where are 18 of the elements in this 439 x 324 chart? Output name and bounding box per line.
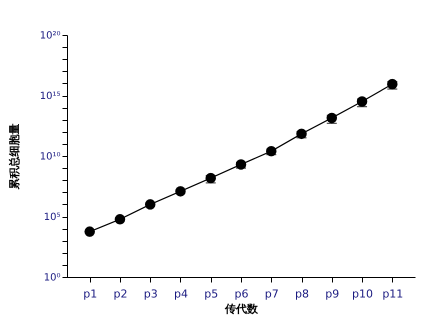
y-axis-title: 累积总细胞量 xyxy=(8,124,21,190)
x-tick-label: p10 xyxy=(352,288,374,300)
x-tick-label: p6 xyxy=(234,288,248,300)
y-tick-label: 10¹⁵ xyxy=(40,91,60,102)
x-tick-label: p7 xyxy=(264,288,279,300)
y-tick-label: 10¹⁰ xyxy=(40,152,60,162)
x-tick-label: p2 xyxy=(113,288,128,300)
y-tick-label: 10²⁰ xyxy=(40,30,60,42)
x-tick-label: p8 xyxy=(295,288,310,300)
y-tick-label: 10⁰ xyxy=(44,272,60,284)
y-tick-label: 10⁵ xyxy=(44,212,60,223)
x-tick-label: p5 xyxy=(204,288,218,300)
x-tick-label: p4 xyxy=(174,288,188,300)
x-tick-label: p3 xyxy=(144,288,158,300)
x-tick-label: p11 xyxy=(382,288,404,300)
x-tick-label: p1 xyxy=(83,288,98,300)
x-axis-title: 传代数 xyxy=(224,302,259,316)
x-tick-label: p9 xyxy=(325,288,340,300)
